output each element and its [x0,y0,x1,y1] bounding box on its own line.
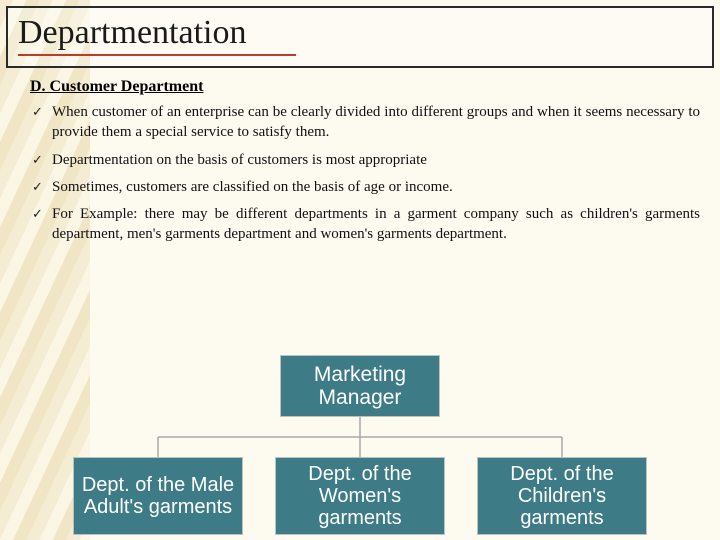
list-item: When customer of an enterprise can be cl… [30,102,700,143]
list-item: For Example: there may be different depa… [30,204,700,245]
org-node-child: Dept. of the Male Adult's garments [73,457,243,535]
title-container: Departmentation [6,6,714,68]
title-underline [18,54,296,56]
list-item: Sometimes, customers are classified on t… [30,177,700,197]
page-title: Departmentation [18,14,702,52]
bullet-list: When customer of an enterprise can be cl… [30,102,700,245]
section-heading: D. Customer Department [30,78,700,96]
org-node-child: Dept. of the Children's garments [477,457,647,535]
org-node-child: Dept. of the Women's garments [275,457,445,535]
org-node-root: Marketing Manager [280,355,440,417]
org-chart: Marketing Manager Dept. of the Male Adul… [0,355,720,535]
content-area: D. Customer Department When customer of … [30,78,700,252]
list-item: Departmentation on the basis of customer… [30,150,700,170]
